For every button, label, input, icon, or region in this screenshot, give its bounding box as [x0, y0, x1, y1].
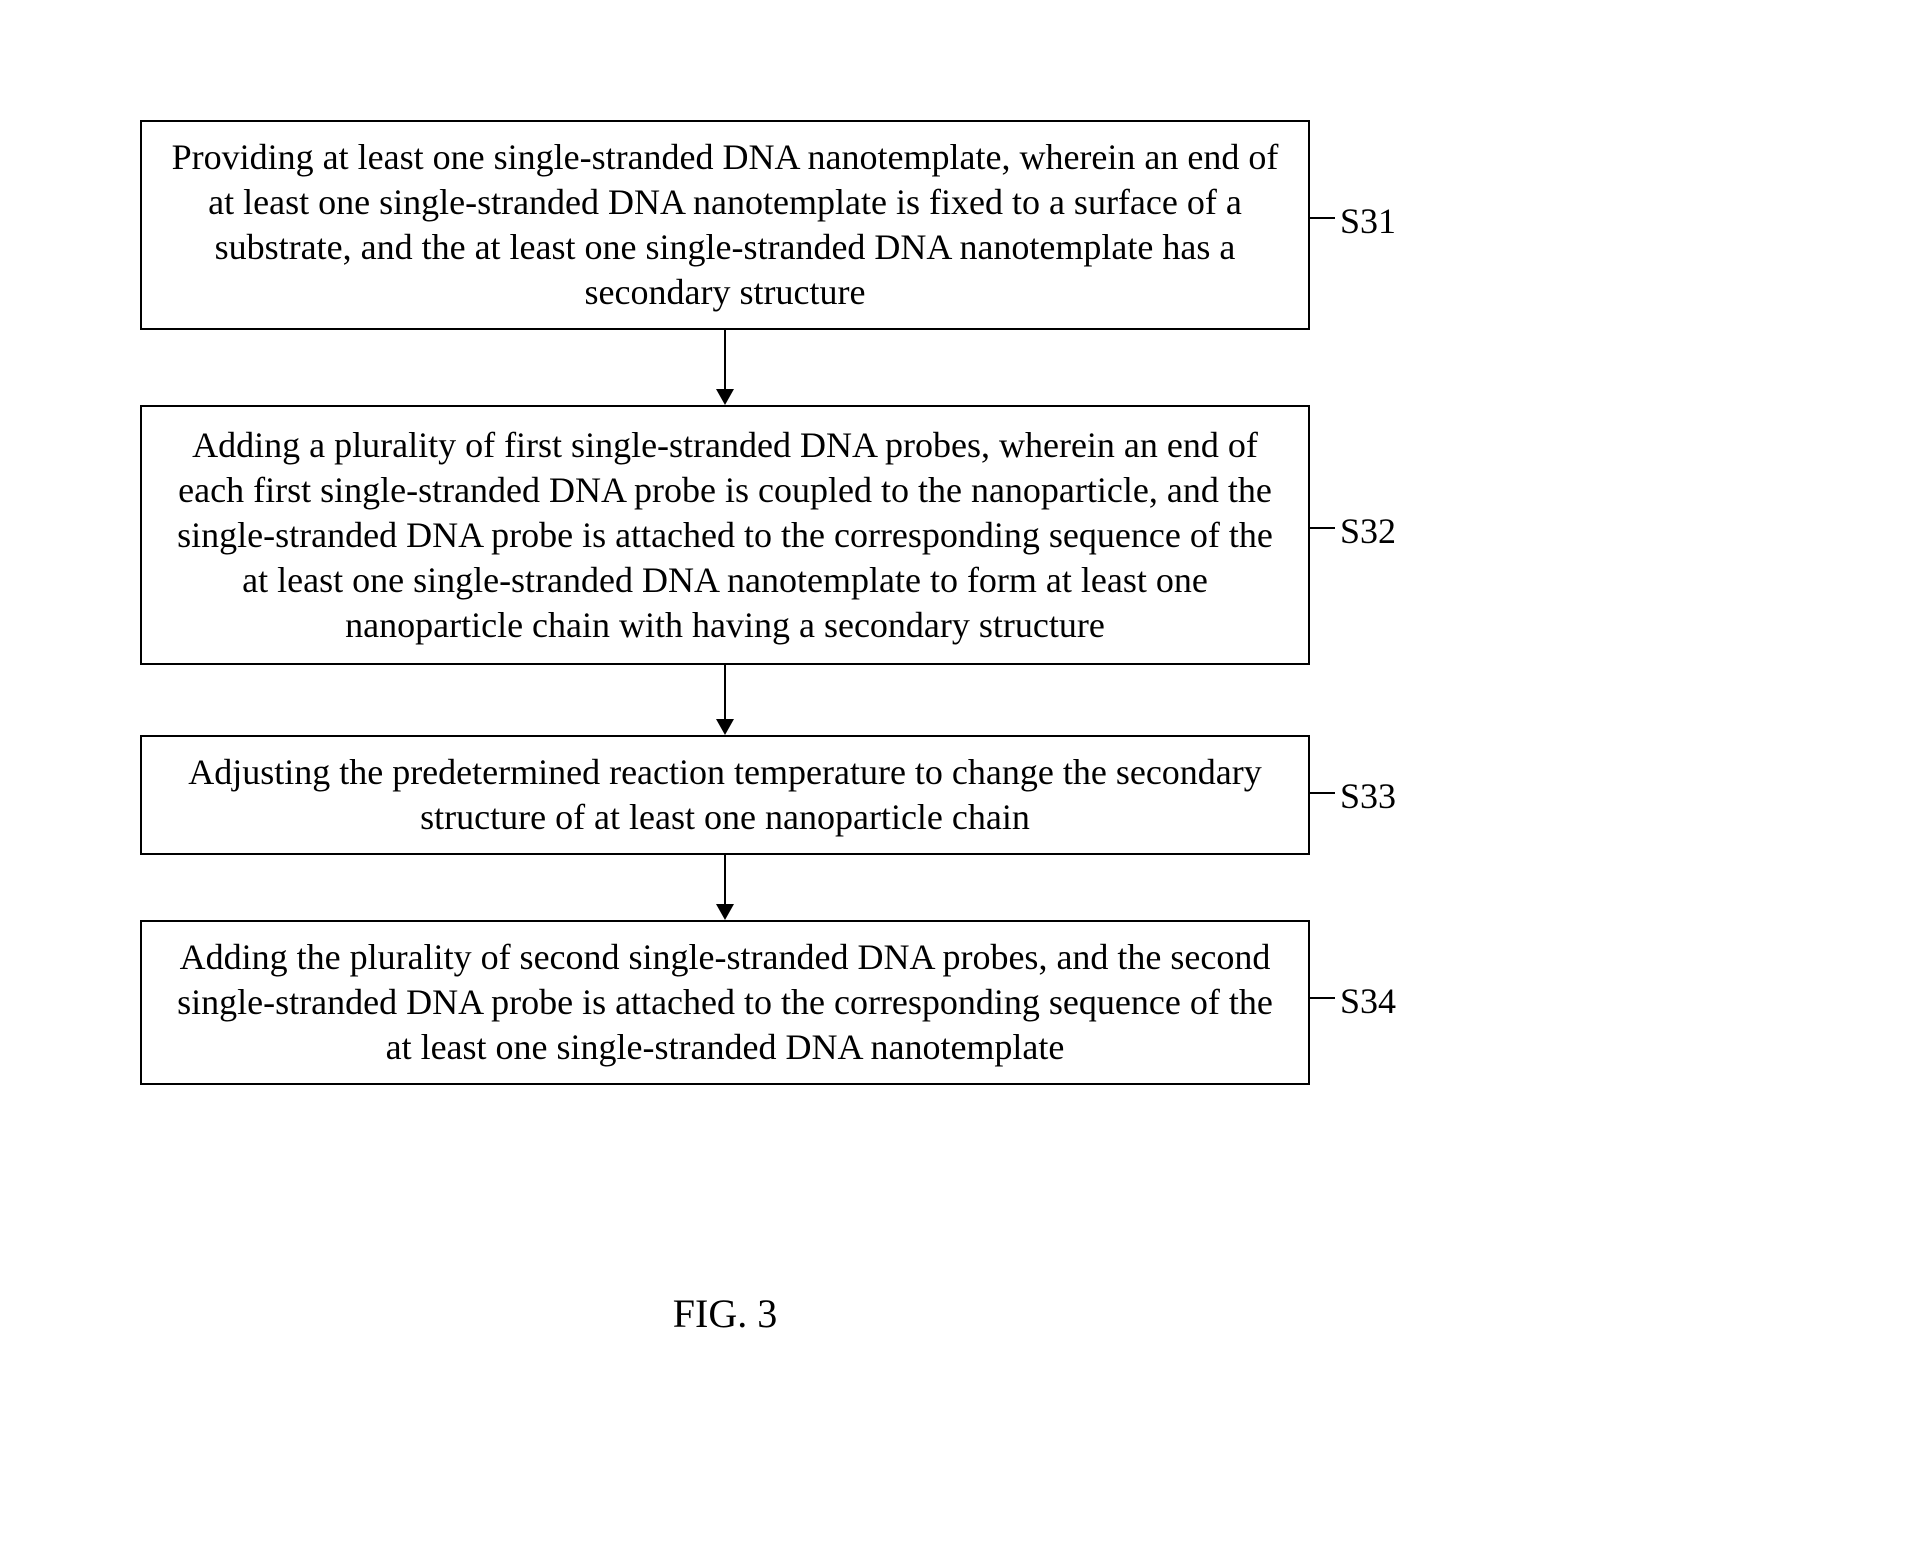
step-s31-text: Providing at least one single-stranded D… — [160, 135, 1290, 315]
step-label-s32: S32 — [1340, 510, 1396, 552]
step-label-s33: S33 — [1340, 775, 1396, 817]
flowchart-step-s34: Adding the plurality of second single-st… — [140, 920, 1310, 1085]
step-s34-text: Adding the plurality of second single-st… — [160, 935, 1290, 1070]
arrow-s31-s32 — [724, 330, 726, 389]
step-label-s34: S34 — [1340, 980, 1396, 1022]
step-s33-text: Adjusting the predetermined reaction tem… — [160, 750, 1290, 840]
flowchart-step-s33: Adjusting the predetermined reaction tem… — [140, 735, 1310, 855]
arrow-s32-s33 — [724, 665, 726, 719]
arrow-head-s32-s33 — [716, 719, 734, 735]
step-s32-text: Adding a plurality of first single-stran… — [160, 423, 1290, 648]
flowchart-canvas: Providing at least one single-stranded D… — [0, 0, 1915, 1563]
arrow-head-s31-s32 — [716, 389, 734, 405]
arrow-head-s33-s34 — [716, 904, 734, 920]
flowchart-step-s32: Adding a plurality of first single-stran… — [140, 405, 1310, 665]
figure-caption: FIG. 3 — [645, 1290, 805, 1337]
arrow-s33-s34 — [724, 855, 726, 904]
flowchart-step-s31: Providing at least one single-stranded D… — [140, 120, 1310, 330]
connector-s34 — [0, 0, 1, 1]
step-label-s31: S31 — [1340, 200, 1396, 242]
